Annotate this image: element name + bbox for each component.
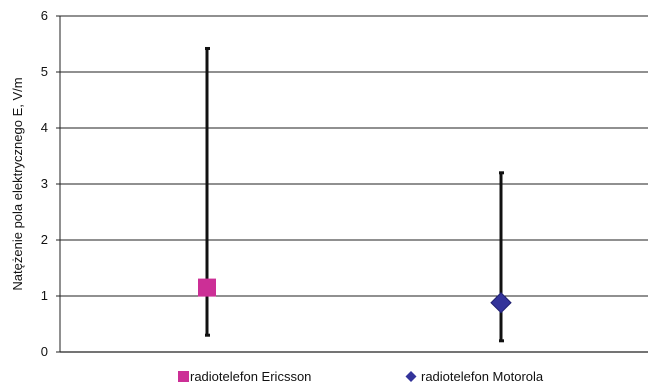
legend: radiotelefon Ericsson radiotelefon Motoro… xyxy=(178,369,544,384)
data-point xyxy=(490,292,512,314)
legend-label: radiotelefon Motorola xyxy=(421,369,544,384)
legend-marker xyxy=(405,371,417,382)
y-tick-label: 0 xyxy=(41,344,48,359)
y-tick-label: 4 xyxy=(41,120,48,135)
legend-label: radiotelefon Ericsson xyxy=(190,369,311,384)
y-tick-label: 3 xyxy=(41,176,48,191)
y-axis-title: Natężenie pola elektrycznego E, V/m xyxy=(10,77,25,290)
y-tick-label: 5 xyxy=(41,64,48,79)
gridlines xyxy=(56,15,648,353)
legend-marker xyxy=(178,371,189,382)
y-tick-labels: 0 1 2 3 4 5 6 xyxy=(41,8,48,359)
error-bars xyxy=(205,46,504,343)
y-tick-label: 1 xyxy=(41,288,48,303)
legend-entry: radiotelefon Motorola xyxy=(405,369,544,384)
legend-entry: radiotelefon Ericsson xyxy=(178,369,311,384)
data-markers xyxy=(198,278,512,314)
y-tick-label: 6 xyxy=(41,8,48,23)
data-point xyxy=(198,278,216,297)
y-tick-label: 2 xyxy=(41,232,48,247)
